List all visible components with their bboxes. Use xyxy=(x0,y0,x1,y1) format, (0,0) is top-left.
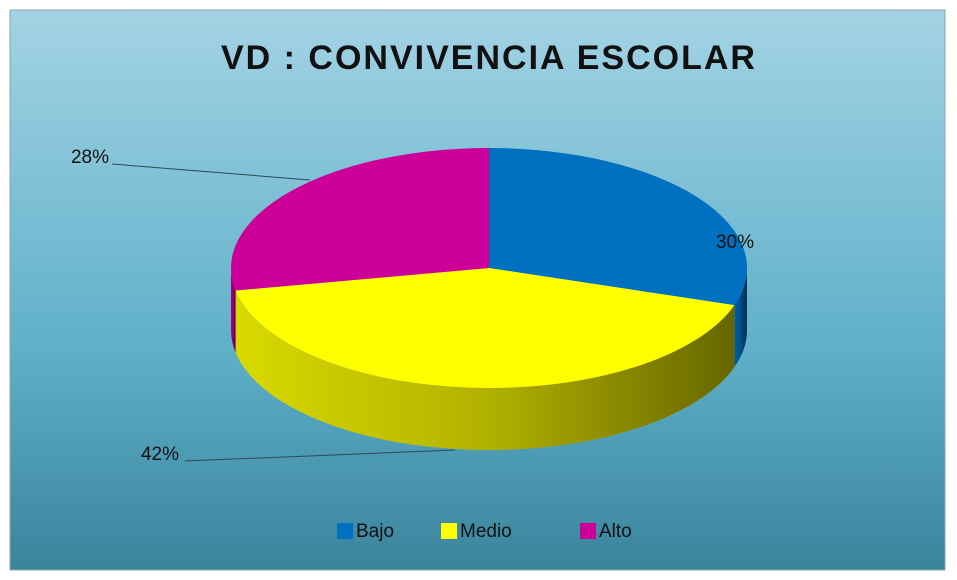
slice-side-shade xyxy=(734,268,747,368)
leader-line xyxy=(184,449,456,462)
legend-swatch xyxy=(441,523,457,539)
legend-swatch xyxy=(580,523,596,539)
data-label: 28% xyxy=(71,147,109,168)
legend-label: Alto xyxy=(599,521,632,542)
slice xyxy=(489,148,747,306)
legend-swatch xyxy=(337,523,353,539)
slice-side-shade xyxy=(231,268,236,353)
legend-label: Bajo xyxy=(356,521,394,542)
slice xyxy=(230,148,489,291)
data-label: 42% xyxy=(141,444,179,465)
legend-label: Medio xyxy=(460,521,512,542)
slice xyxy=(235,268,735,388)
slice-side-shade xyxy=(235,290,735,450)
data-label: 30% xyxy=(716,232,754,253)
leader-line xyxy=(111,163,311,181)
chart-title: VD : CONVIVENCIA ESCOLAR xyxy=(221,39,757,77)
